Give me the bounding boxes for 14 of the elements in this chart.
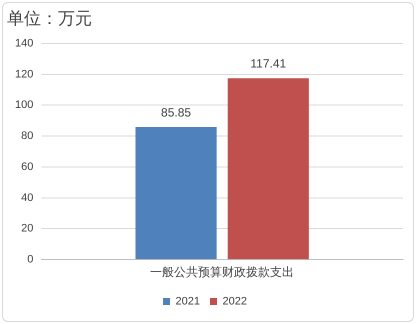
y-tick-label: 80 [21,130,34,142]
y-tick-label: 40 [21,192,34,204]
data-label: 117.41 [250,56,287,71]
y-tick-label: 120 [14,68,34,80]
x-tick-label: 一般公共预算财政拨款支出 [150,265,294,280]
y-tick-label: 100 [14,99,34,112]
legend-label: 2022 [222,296,247,308]
chart-title: 单位：万元 [7,8,92,28]
y-tick-label: 60 [21,160,34,173]
legend-label: 2021 [176,296,200,308]
y-tick-label: 0 [27,254,34,266]
y-tick-label: 140 [14,37,34,50]
data-label: 85.85 [161,105,192,120]
y-tick-label: 20 [21,222,34,235]
